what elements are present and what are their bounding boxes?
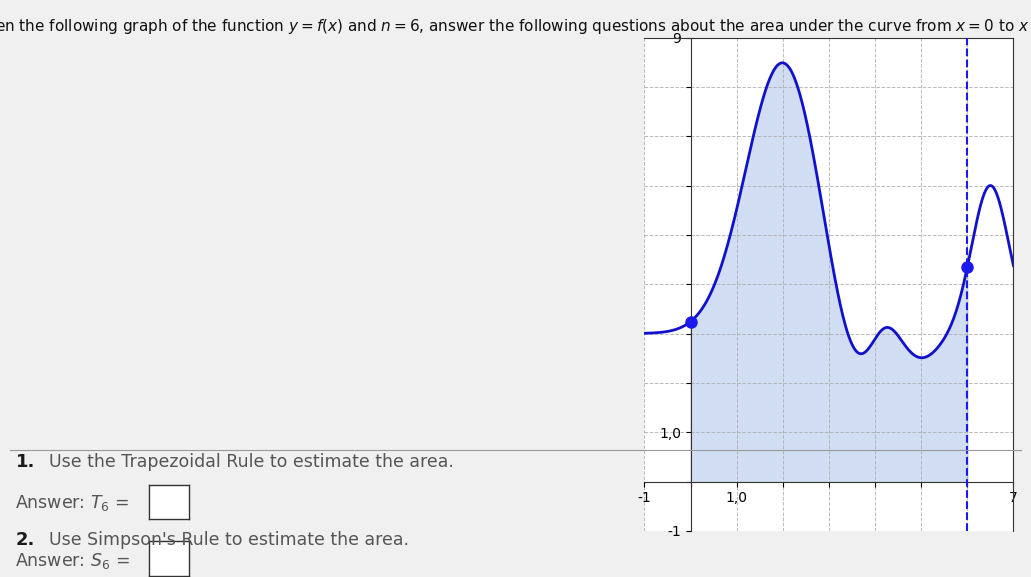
Text: 2.: 2. bbox=[15, 531, 35, 549]
Text: Answer: $T_6$ =: Answer: $T_6$ = bbox=[15, 493, 130, 514]
Text: Answer: $S_6$ =: Answer: $S_6$ = bbox=[15, 551, 130, 571]
Text: Use the Trapezoidal Rule to estimate the area.: Use the Trapezoidal Rule to estimate the… bbox=[49, 453, 455, 471]
Text: Use Simpson's Rule to estimate the area.: Use Simpson's Rule to estimate the area. bbox=[49, 531, 409, 549]
Text: Given the following graph of the function $y = f(x)$ and $n = 6$, answer the fol: Given the following graph of the functio… bbox=[0, 17, 1031, 36]
Text: 1.: 1. bbox=[15, 453, 35, 471]
